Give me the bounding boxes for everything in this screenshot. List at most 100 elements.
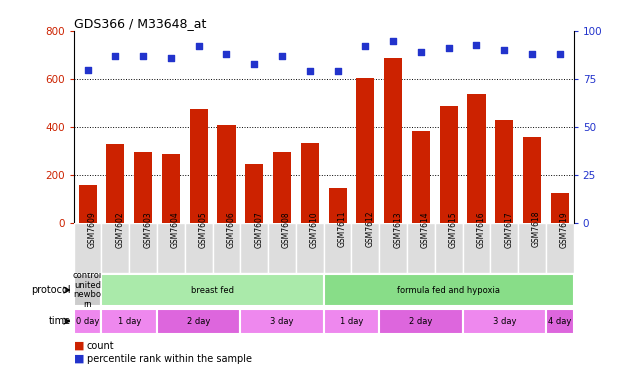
Text: GSM7603: GSM7603	[143, 211, 152, 247]
FancyBboxPatch shape	[74, 223, 101, 273]
FancyBboxPatch shape	[268, 223, 296, 273]
Point	[221, 51, 231, 57]
Point	[471, 42, 481, 48]
Text: formula fed and hypoxia: formula fed and hypoxia	[397, 285, 500, 295]
FancyBboxPatch shape	[324, 309, 379, 333]
Text: GSM7609: GSM7609	[88, 211, 97, 247]
Text: GSM7602: GSM7602	[115, 211, 124, 247]
Bar	[384, 57, 402, 223]
FancyBboxPatch shape	[213, 223, 240, 273]
Bar	[329, 188, 347, 223]
Point	[416, 49, 426, 55]
Text: GSM7607: GSM7607	[254, 211, 263, 247]
FancyBboxPatch shape	[463, 223, 490, 273]
Bar	[273, 152, 291, 223]
Text: control
united
newbo
rn: control united newbo rn	[73, 271, 102, 309]
FancyBboxPatch shape	[435, 223, 463, 273]
FancyBboxPatch shape	[518, 223, 546, 273]
Text: time: time	[48, 316, 71, 326]
Point	[277, 53, 287, 59]
Text: 0 day: 0 day	[76, 317, 99, 326]
Text: GSM7610: GSM7610	[310, 211, 319, 247]
Bar	[467, 94, 485, 223]
Text: GSM7613: GSM7613	[393, 211, 402, 247]
Point	[333, 68, 343, 74]
Text: GSM7605: GSM7605	[199, 211, 208, 247]
Point	[554, 51, 565, 57]
Bar	[301, 143, 319, 223]
FancyBboxPatch shape	[324, 274, 574, 306]
Text: GSM7617: GSM7617	[504, 211, 513, 247]
Point	[388, 38, 398, 44]
FancyBboxPatch shape	[157, 309, 240, 333]
FancyBboxPatch shape	[157, 223, 185, 273]
Text: count: count	[87, 341, 114, 351]
Bar	[356, 78, 374, 223]
Text: 3 day: 3 day	[492, 317, 516, 326]
Bar	[106, 144, 124, 223]
Bar	[551, 193, 569, 223]
Bar	[246, 164, 263, 223]
Text: GSM7614: GSM7614	[421, 211, 430, 247]
FancyBboxPatch shape	[129, 223, 157, 273]
Point	[83, 67, 93, 72]
FancyBboxPatch shape	[379, 309, 463, 333]
Text: GSM7615: GSM7615	[449, 211, 458, 247]
Text: ■: ■	[74, 341, 84, 351]
Text: GSM7612: GSM7612	[365, 211, 374, 247]
Text: 2 day: 2 day	[187, 317, 210, 326]
Point	[444, 45, 454, 51]
Point	[249, 61, 260, 67]
FancyBboxPatch shape	[101, 309, 157, 333]
Text: GDS366 / M33648_at: GDS366 / M33648_at	[74, 17, 206, 30]
Text: GSM7616: GSM7616	[476, 211, 485, 247]
FancyBboxPatch shape	[324, 223, 351, 273]
Text: GSM7611: GSM7611	[338, 211, 347, 247]
FancyBboxPatch shape	[490, 223, 518, 273]
Bar	[190, 109, 208, 223]
FancyBboxPatch shape	[240, 309, 324, 333]
Bar	[162, 154, 180, 223]
Text: GSM7608: GSM7608	[282, 211, 291, 247]
Text: GSM7604: GSM7604	[171, 211, 180, 247]
FancyBboxPatch shape	[74, 274, 101, 306]
Point	[194, 44, 204, 49]
Point	[138, 53, 148, 59]
FancyBboxPatch shape	[407, 223, 435, 273]
FancyBboxPatch shape	[185, 223, 213, 273]
FancyBboxPatch shape	[351, 223, 379, 273]
Text: 2 day: 2 day	[409, 317, 433, 326]
Text: protocol: protocol	[31, 285, 71, 295]
FancyBboxPatch shape	[546, 309, 574, 333]
Point	[304, 68, 315, 74]
Bar	[79, 185, 97, 223]
FancyBboxPatch shape	[463, 309, 546, 333]
FancyBboxPatch shape	[101, 223, 129, 273]
Text: GSM7618: GSM7618	[532, 211, 541, 247]
Text: GSM7619: GSM7619	[560, 211, 569, 247]
FancyBboxPatch shape	[379, 223, 407, 273]
Text: ■: ■	[74, 354, 84, 364]
Bar	[217, 125, 235, 223]
Text: 1 day: 1 day	[340, 317, 363, 326]
Bar	[440, 105, 458, 223]
Text: breast fed: breast fed	[191, 285, 234, 295]
Text: 1 day: 1 day	[117, 317, 141, 326]
FancyBboxPatch shape	[74, 309, 101, 333]
Point	[527, 51, 537, 57]
Point	[110, 53, 121, 59]
FancyBboxPatch shape	[546, 223, 574, 273]
FancyBboxPatch shape	[296, 223, 324, 273]
Point	[499, 48, 510, 53]
Bar	[523, 137, 541, 223]
Text: 4 day: 4 day	[548, 317, 572, 326]
Bar	[134, 152, 152, 223]
Bar	[412, 131, 430, 223]
Bar	[495, 120, 513, 223]
Text: 3 day: 3 day	[271, 317, 294, 326]
Text: percentile rank within the sample: percentile rank within the sample	[87, 354, 251, 364]
Text: GSM7606: GSM7606	[226, 211, 235, 247]
Point	[360, 44, 370, 49]
FancyBboxPatch shape	[240, 223, 268, 273]
Point	[166, 55, 176, 61]
